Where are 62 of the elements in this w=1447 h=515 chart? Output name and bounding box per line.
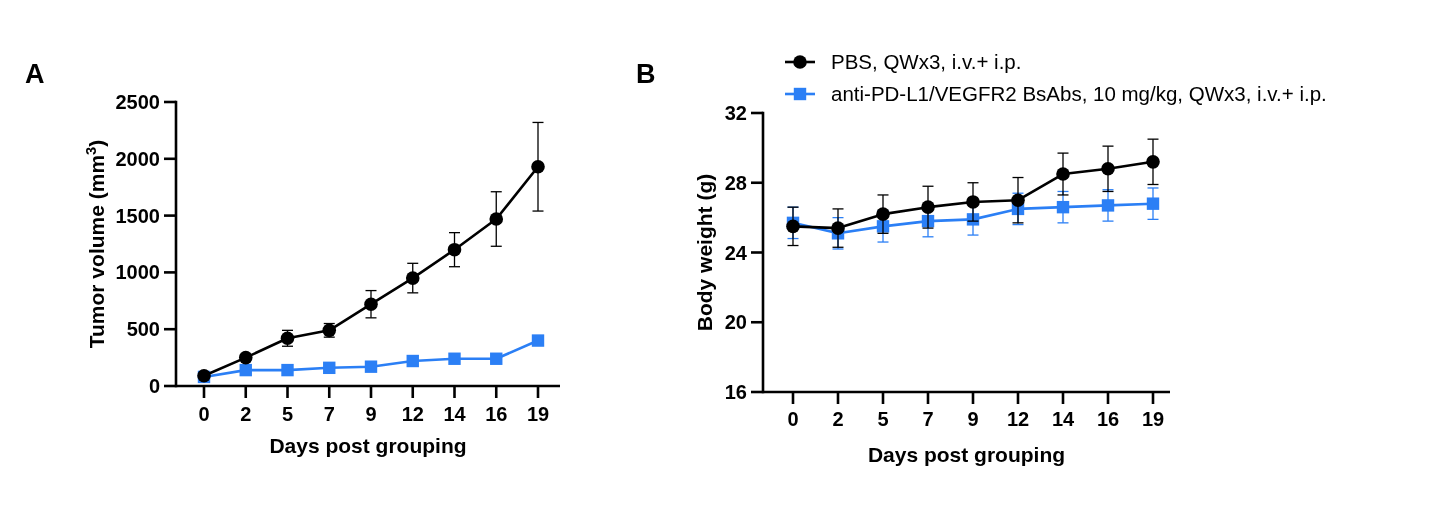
point [364,360,378,373]
chart-title: A [25,59,45,89]
point [1056,167,1070,181]
point [531,334,545,347]
x-tick-label: 7 [323,403,335,425]
y-tick-label: 28 [724,171,747,194]
x-tick-label: 5 [877,408,889,430]
point [1056,200,1070,214]
x-tick-label: 0 [198,403,210,425]
x-tick-label: 0 [787,408,799,430]
legend-label: PBS, QWx3, i.v.+ i.p. [831,50,1022,73]
y-tick-label: 1500 [115,204,160,227]
x-tick-label: 12 [401,403,424,425]
x-tick-label: 7 [922,408,934,430]
point [786,219,800,234]
legend-label: anti-PD-L1/VEGFR2 BsAbs, 10 mg/kg, QWx3, i.v.+ i.p. [831,82,1327,105]
point [1101,199,1115,212]
x-tick-label: 2 [240,403,252,425]
x-tick-label: 16 [485,403,508,425]
y-tick-label: 32 [724,102,747,124]
y-tick-label: 2500 [115,91,160,113]
point [1146,197,1160,210]
x-tick-label: 5 [281,403,294,425]
point [323,361,336,375]
x-tick-label: 9 [967,408,979,430]
y-tick-label: 20 [724,311,747,334]
x-axis-title: Days post grouping [269,434,467,457]
y-tick-label: 16 [724,381,747,403]
x-tick-label: 19 [1141,408,1165,430]
y-tick-label: 500 [126,318,160,341]
point [281,363,294,377]
x-tick-label: 14 [1051,408,1075,430]
y-tick-label: 24 [724,241,748,264]
point [921,200,935,214]
point [405,271,420,285]
point [831,221,845,235]
point [364,297,378,312]
x-tick-label: 2 [832,408,844,430]
point [1011,193,1025,207]
x-tick-label: 14 [443,403,467,425]
point [447,242,462,257]
point [1101,162,1115,176]
x-tick-label: 16 [1096,408,1120,430]
point [531,159,545,174]
point [1146,155,1160,169]
point [489,212,504,226]
point [448,352,461,365]
x-tick-label: 9 [365,403,377,425]
x-tick-label: 19 [526,403,550,425]
y-axis-title: Body weight (g) [693,173,716,332]
y-tick-label: 2000 [115,147,160,170]
chart-title: B [636,59,656,89]
point [239,363,252,377]
point [490,352,503,365]
point [966,195,980,209]
y-tick-label: 1000 [115,261,160,284]
point [406,354,419,368]
x-tick-label: 12 [1006,408,1030,430]
x-axis-title: Days post grouping [867,443,1066,466]
y-tick-label: 0 [148,375,160,397]
point [876,207,890,221]
point [238,350,253,365]
